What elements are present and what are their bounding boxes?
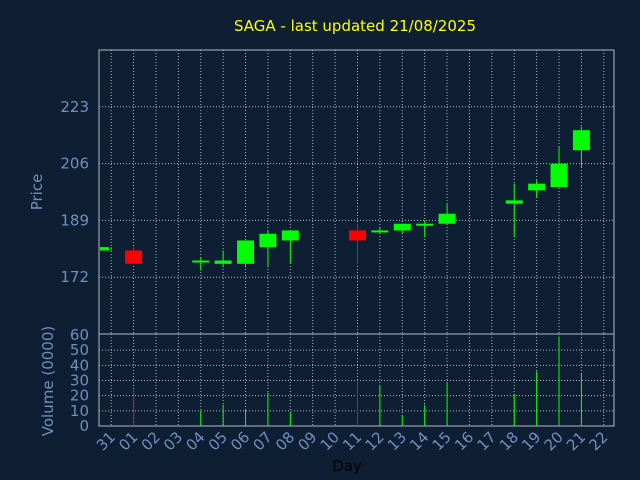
candle-body xyxy=(371,230,389,233)
candle-body xyxy=(281,230,299,241)
x-axis-label: Day xyxy=(332,457,362,475)
candles xyxy=(100,126,590,271)
candle-body xyxy=(416,223,434,226)
candle-body xyxy=(214,260,232,264)
price-y-ticks: 172 189 206 223 xyxy=(60,98,89,286)
volume-tick-label: 50 xyxy=(70,341,89,359)
volume-tick-label: 0 xyxy=(79,417,89,435)
candle-body xyxy=(237,240,255,264)
price-tick-label: 189 xyxy=(60,211,89,229)
volume-tick-label: 20 xyxy=(70,387,89,405)
candle-body xyxy=(572,130,590,151)
volume-tick-label: 60 xyxy=(70,326,89,344)
volume-tick-label: 10 xyxy=(70,402,89,420)
candle-body xyxy=(528,183,546,191)
candle-body xyxy=(550,163,568,187)
price-tick-label: 223 xyxy=(60,98,89,116)
chart-title: SAGA - last updated 21/08/2025 xyxy=(234,17,476,35)
candle-body xyxy=(125,250,143,264)
price-tick-label: 172 xyxy=(60,268,89,286)
candle-body xyxy=(349,230,366,241)
volume-tick-label: 30 xyxy=(70,372,89,390)
candle-body xyxy=(100,247,109,251)
price-tick-label: 206 xyxy=(60,155,89,173)
candle-body xyxy=(393,223,411,231)
candle-body xyxy=(505,200,523,204)
volume-axis-label: Volume (0000) xyxy=(39,326,57,436)
candle-body xyxy=(192,260,210,263)
candle-body xyxy=(438,213,456,224)
volume-tick-label: 40 xyxy=(70,356,89,374)
price-axis-label: Price xyxy=(28,174,46,211)
candle-body xyxy=(259,233,277,248)
volume-bars xyxy=(133,336,582,426)
x-ticks: 3101020304050607080910111213141516171819… xyxy=(93,428,612,454)
